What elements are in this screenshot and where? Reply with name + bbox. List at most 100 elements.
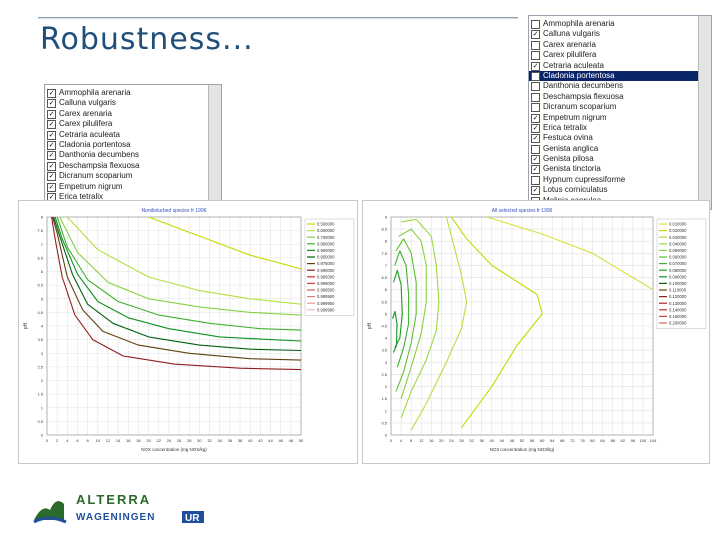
species-label: Cladonia portentosa	[59, 139, 131, 149]
series-line	[391, 310, 398, 353]
species-checkbox[interactable]: ✓	[47, 140, 56, 150]
legend-label: 0.990000	[317, 268, 335, 273]
species-checkbox[interactable]: ✓	[47, 151, 56, 161]
species-item[interactable]: ✓ Genista pilosa	[529, 154, 711, 165]
species-checkbox[interactable]	[531, 71, 540, 81]
species-item[interactable]: ✓ Ammophila arenaria	[45, 88, 221, 98]
species-checkbox[interactable]: ✓	[531, 186, 540, 196]
species-item[interactable]: ✓ Deschampsia flexuosa	[45, 161, 221, 171]
species-checkbox[interactable]: ✓	[47, 172, 56, 182]
species-label: Empetrum nigrum	[59, 181, 123, 191]
legend-label: 0.040000	[669, 241, 687, 246]
x-tick-label: 38	[238, 438, 243, 443]
species-checkbox[interactable]	[531, 144, 540, 154]
series-line	[66, 217, 301, 305]
species-item[interactable]: Carex arenaria	[529, 40, 711, 50]
species-item[interactable]: ✓ Empetrum nigrum	[529, 113, 711, 123]
species-label: Erica tetralix	[59, 191, 104, 201]
species-label: Erica tetralix	[543, 122, 588, 132]
y-tick-label: 0	[385, 433, 388, 438]
x-axis-label: NO3 concentration (mg NO3/kg)	[490, 447, 555, 452]
species-item[interactable]: Cladonia portentosa	[529, 70, 711, 82]
y-tick-label: 9	[385, 215, 388, 220]
y-tick-label: 0.5	[381, 420, 387, 425]
species-checkbox[interactable]	[531, 82, 540, 92]
x-tick-label: 40	[248, 438, 253, 443]
species-checkbox[interactable]: ✓	[47, 130, 56, 140]
species-checkbox[interactable]	[531, 175, 540, 185]
series-line	[148, 217, 301, 270]
x-tick-label: 20	[439, 438, 444, 443]
species-list-left[interactable]: ✓ Ammophila arenaria ✓ Calluna vulgaris ✓ Car…	[44, 84, 222, 205]
species-item[interactable]: Hypnum cupressiforme	[529, 175, 711, 185]
series-line	[398, 228, 427, 399]
species-item[interactable]: ✓ Lotus corniculatus	[529, 185, 711, 196]
scrollbar[interactable]	[208, 85, 221, 204]
species-item[interactable]: Danthonia decumbens	[529, 81, 711, 92]
species-item[interactable]: ✓ Cetraria aculeata	[45, 130, 221, 140]
species-label: Deschampsia flexuosa	[543, 91, 624, 101]
species-checkbox[interactable]	[531, 103, 540, 113]
species-item[interactable]: ✓ Calluna vulgaris	[45, 98, 221, 109]
species-checkbox[interactable]: ✓	[531, 30, 540, 40]
species-checkbox[interactable]: ✓	[47, 161, 56, 171]
species-checkbox[interactable]: ✓	[531, 123, 540, 133]
species-item[interactable]: ✓ Genista tinctoria	[529, 164, 711, 175]
species-checkbox[interactable]: ✓	[531, 155, 540, 165]
x-tick-label: 0	[390, 438, 393, 443]
species-checkbox[interactable]: ✓	[531, 134, 540, 144]
species-label: Calluna vulgaris	[59, 98, 116, 108]
logo-ur: UR	[185, 513, 200, 524]
species-item[interactable]: ✓ Carex arenaria	[45, 109, 221, 119]
species-checkbox[interactable]: ✓	[47, 89, 56, 98]
x-tick-label: 48	[510, 438, 515, 443]
x-tick-label: 80	[590, 438, 595, 443]
legend-label: 0.999990	[317, 307, 335, 312]
species-item[interactable]: Carex pilulifera	[529, 50, 711, 61]
species-item[interactable]: ✓ Carex pilulifera	[45, 119, 221, 130]
legend-label: 0.070000	[669, 261, 687, 266]
legend-label: 0.200000	[669, 321, 687, 326]
species-item[interactable]: ✓ Cetraria aculeata	[529, 61, 711, 71]
species-checkbox[interactable]: ✓	[47, 109, 56, 119]
scrollbar[interactable]	[698, 16, 711, 209]
species-item[interactable]: ✓ Empetrum nigrum	[45, 182, 221, 192]
y-tick-label: 5.5	[381, 299, 387, 304]
y-tick-label: 8	[385, 239, 388, 244]
legend-label: 0.800000	[317, 241, 335, 246]
species-item[interactable]: ✓ Danthonia decumbens	[45, 150, 221, 161]
species-item[interactable]: Deschampsia flexuosa	[529, 92, 711, 102]
y-tick-label: 7	[41, 242, 44, 247]
species-checkbox[interactable]: ✓	[531, 113, 540, 123]
species-checkbox[interactable]	[531, 40, 540, 50]
y-tick-label: 6.5	[37, 255, 43, 260]
species-checkbox[interactable]	[531, 20, 540, 29]
logo-leaf-icon	[34, 501, 64, 520]
x-tick-label: 104	[650, 438, 657, 443]
species-label: Carex pilulifera	[543, 50, 597, 60]
species-checkbox[interactable]	[531, 51, 540, 61]
x-tick-label: 64	[550, 438, 555, 443]
species-item[interactable]: Ammophila arenaria	[529, 19, 711, 29]
x-tick-label: 84	[600, 438, 605, 443]
x-tick-label: 76	[580, 438, 585, 443]
species-checkbox[interactable]: ✓	[47, 120, 56, 130]
species-item[interactable]: ✓ Calluna vulgaris	[529, 29, 711, 40]
species-checkbox[interactable]: ✓	[47, 182, 56, 192]
species-item[interactable]: ✓ Cladonia portentosa	[45, 140, 221, 150]
species-item[interactable]: Genista anglica	[529, 144, 711, 154]
legend-label: 0.150000	[669, 314, 687, 319]
species-checkbox[interactable]: ✓	[47, 99, 56, 109]
species-list-right[interactable]: Ammophila arenaria ✓ Calluna vulgaris Carex…	[528, 15, 712, 210]
logo-svg: ALTERRA WAGENINGEN UR	[33, 492, 204, 524]
species-item[interactable]: ✓ Erica tetralix	[529, 123, 711, 133]
species-checkbox[interactable]: ✓	[531, 165, 540, 175]
y-tick-label: 3	[41, 351, 44, 356]
species-item[interactable]: ✓ Dicranum scoparium	[45, 171, 221, 182]
species-checkbox[interactable]: ✓	[531, 61, 540, 71]
species-label: Carex arenaria	[543, 39, 596, 49]
species-checkbox[interactable]	[531, 92, 540, 102]
species-item[interactable]: ✓ Festuca ovina	[529, 133, 711, 144]
y-tick-label: 6.5	[381, 275, 387, 280]
species-item[interactable]: Dicranum scoparium	[529, 102, 711, 113]
